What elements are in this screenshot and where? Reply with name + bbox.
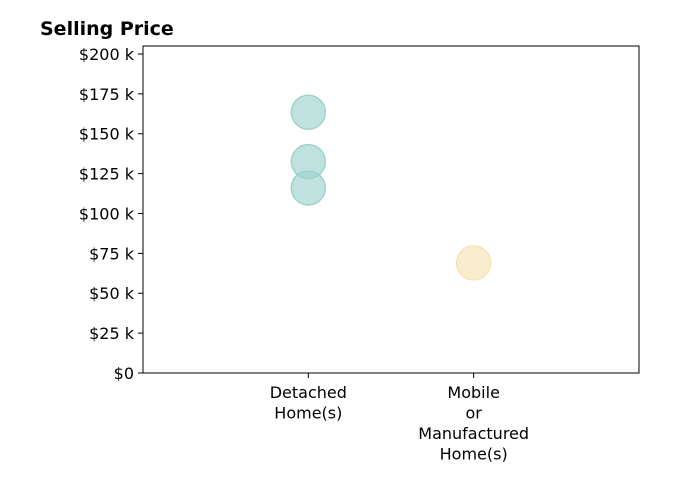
chart-title: Selling Price bbox=[40, 18, 174, 40]
axis-ticks: $0 $25 k $50 k $75 k $100 k $125 k $150 k $175 … bbox=[79, 45, 529, 464]
y-tick-label: $25 k bbox=[89, 324, 135, 343]
y-tick-label: $50 k bbox=[89, 284, 135, 303]
x-tick-label: Mobile or Manufactured Home(s) bbox=[418, 383, 529, 464]
y-tick-label: $0 bbox=[114, 364, 134, 383]
data-point bbox=[290, 94, 327, 130]
y-tick-label: $125 k bbox=[79, 165, 135, 184]
y-tick-label: $175 k bbox=[79, 85, 135, 104]
y-tick-label: $100 k bbox=[79, 204, 135, 223]
data-points bbox=[290, 94, 492, 281]
data-point bbox=[290, 170, 327, 206]
x-tick-label: Detached Home(s) bbox=[270, 383, 347, 423]
y-tick-label: $75 k bbox=[89, 244, 135, 263]
y-tick-label: $200 k bbox=[79, 45, 135, 64]
y-tick-label: $150 k bbox=[79, 125, 135, 144]
plot-frame bbox=[142, 45, 640, 374]
data-point bbox=[455, 245, 492, 281]
